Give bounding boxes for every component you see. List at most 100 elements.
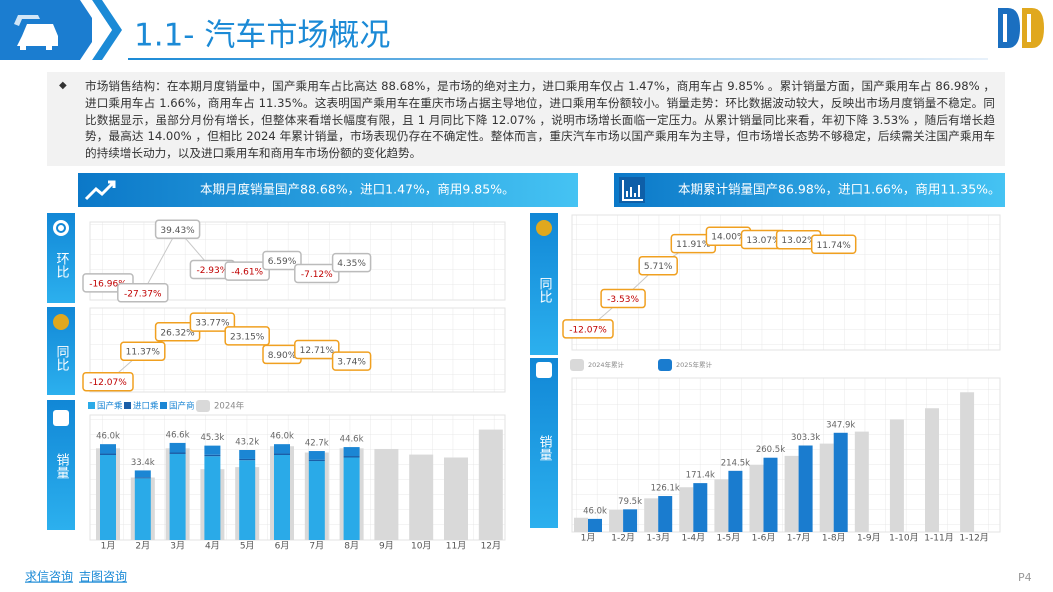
legend-label: 国产商: [169, 401, 195, 412]
legend-swatch: [160, 402, 167, 409]
x-tick-label: 3月: [170, 541, 185, 552]
data-label: 11.74%: [817, 241, 852, 251]
chevron-gap: [80, 0, 112, 60]
x-tick-label: 1-10月: [889, 533, 918, 544]
banner-text: 本期月度销量国产88.68%，进口1.47%，商用9.85%。: [200, 182, 515, 197]
bar-segment: [274, 453, 290, 455]
legend-label: 进口乘: [133, 401, 159, 412]
data-label: 39.43%: [160, 226, 195, 236]
bar: [854, 431, 869, 532]
bar: [763, 457, 778, 532]
bar: [798, 445, 813, 532]
page-number: P4: [1018, 571, 1032, 584]
side-icon: [56, 223, 66, 233]
data-label: 6.59%: [268, 257, 297, 267]
data-label: -16.96%: [89, 279, 127, 289]
bar-segment: [169, 452, 186, 454]
banner: [614, 173, 1005, 207]
footer-link[interactable]: 吉图咨询: [79, 569, 127, 584]
bar: [374, 448, 399, 540]
trend-icon: [84, 180, 116, 201]
data-label: 13.02%: [781, 236, 816, 246]
x-tick-label: 6月: [275, 541, 290, 552]
bar: [728, 470, 743, 532]
x-tick-label: 11月: [446, 541, 466, 552]
bar: [714, 479, 729, 532]
total-label: 46.0k: [96, 432, 120, 442]
data-label: 126.1k: [651, 484, 680, 494]
x-tick-label: 10月: [411, 541, 431, 552]
bar: [749, 464, 764, 532]
x-tick-label: 1-5月: [717, 533, 741, 544]
x-tick-label: 5月: [240, 541, 255, 552]
bar: [609, 509, 624, 532]
x-tick-label: 4月: [205, 541, 220, 552]
label-box: [810, 234, 857, 255]
data-label: 26.32%: [160, 328, 195, 338]
bar: [833, 432, 848, 532]
total-label: 46.0k: [270, 432, 294, 442]
bar-segment: [100, 444, 116, 454]
data-label: 347.9k: [826, 420, 855, 430]
label-box: [331, 252, 372, 273]
x-tick-label: 9月: [379, 541, 394, 552]
data-label: 303.3k: [791, 433, 820, 443]
label-box: [154, 219, 201, 240]
total-label: 43.2k: [235, 438, 259, 448]
bar-segment: [343, 456, 360, 458]
bar-segment: [169, 453, 186, 540]
data-label: 260.5k: [756, 445, 785, 455]
bar-segment: [100, 453, 116, 455]
bar: [679, 487, 694, 532]
data-label: -27.37%: [124, 289, 162, 299]
bar-segment: [239, 460, 256, 540]
bar: [644, 498, 659, 532]
data-label: -2.93%: [196, 266, 228, 276]
data-label: 214.5k: [721, 458, 750, 468]
bar: [444, 457, 468, 540]
x-tick-label: 1月: [101, 541, 116, 552]
bar-segment: [239, 450, 256, 459]
label-box: [294, 339, 340, 360]
data-label: 12.71%: [300, 346, 335, 356]
total-label: 44.6k: [340, 435, 364, 445]
total-label: 46.6k: [166, 430, 190, 440]
bar-segment: [274, 455, 290, 540]
bullet: ◆: [59, 80, 67, 91]
bar: [574, 517, 588, 532]
footer-link[interactable]: 求信咨询: [25, 569, 73, 584]
legend-swatch: [658, 359, 672, 371]
bar: [819, 443, 834, 532]
bar: [960, 392, 975, 532]
page-title: 1.1- 汽车市场概况: [134, 18, 390, 54]
side-label: 同比: [54, 345, 69, 372]
bar-segment: [308, 459, 325, 462]
bar: [889, 419, 904, 532]
bar: [658, 496, 673, 532]
summary-box: ◆ 市场销售结构：在本期月度销量中，国产乘用车占比高达 88.68%，是市场的绝对…: [47, 72, 1005, 166]
data-label: 11.91%: [676, 240, 711, 250]
bar-segment: [134, 477, 151, 479]
side-label: 销量: [54, 453, 70, 479]
label-box: [224, 326, 270, 346]
x-tick-label: 1-2月: [611, 533, 635, 544]
bar-segment: [274, 444, 290, 454]
x-tick-label: 8月: [344, 541, 359, 552]
side-icon: [53, 410, 69, 426]
data-label: 79.5k: [618, 497, 642, 507]
x-tick-label: 1-11月: [924, 533, 953, 544]
bar: [784, 455, 799, 532]
bar-segment: [204, 454, 221, 457]
label-box: [120, 341, 166, 361]
data-label: 11.37%: [126, 348, 161, 358]
data-label: 8.90%: [268, 351, 297, 361]
legend-label: 2024年累计: [588, 360, 625, 369]
legend-label: 2024年: [214, 401, 245, 412]
banner-text: 本期累计销量国产86.98%，进口1.66%，商用11.35%。: [678, 182, 1001, 197]
legend-swatch: [88, 402, 95, 409]
legend-swatch: [124, 402, 131, 409]
side-icon: [53, 220, 69, 236]
bar-segment: [308, 451, 325, 460]
side-label: 销量: [537, 435, 553, 461]
data-label: 13.07%: [746, 236, 781, 246]
